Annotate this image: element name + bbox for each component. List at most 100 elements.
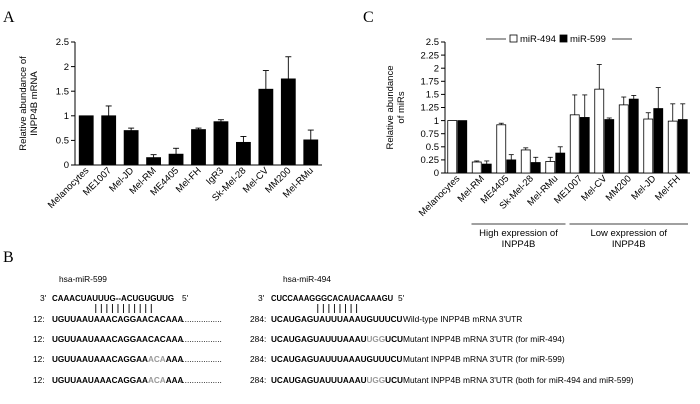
right-utr-sequence: UCAUGAGUAUUUAAAUUGGUCU xyxy=(271,376,403,385)
bar-mir-599 xyxy=(457,120,468,174)
bar-mir-494 xyxy=(594,88,605,174)
sequence-segment: UGUUAAUAAACAGGAA xyxy=(52,355,148,364)
y-axis-label-line: of miRs xyxy=(396,91,407,123)
left-utr-sequence: UGUUAAUAAACAGGAACACAAA xyxy=(52,335,184,344)
right-utr-sequence: UCAUGAGUAUUUAAAUGUUUCU xyxy=(271,355,403,364)
row-right-position: 284: xyxy=(250,375,266,385)
bar-mir-599 xyxy=(604,119,615,174)
mirna-5prime: 5' xyxy=(398,293,405,303)
row-description: Wild-type INPP4B mRNA 3'UTR xyxy=(403,314,522,324)
x-tick-label: Mel-FH xyxy=(653,173,683,203)
sequence-segment: UCU xyxy=(385,335,403,344)
row-description: Mutant INPP4B mRNA 3'UTR (for miR-494) xyxy=(403,334,565,344)
y-tick-label: 1 xyxy=(434,116,439,127)
panel-c-letter: C xyxy=(363,9,374,26)
left-utr-sequence: UGUUAAUAAACAGGAAACAAAA xyxy=(52,355,184,364)
x-tick-label: Mel-CV xyxy=(579,173,610,204)
bar xyxy=(303,139,319,166)
y-tick-label: 0.25 xyxy=(421,155,440,166)
bar xyxy=(78,115,94,166)
row-dots: .................. xyxy=(180,314,222,324)
mirna-3prime: 3' xyxy=(258,293,265,303)
bar-mir-494 xyxy=(496,124,507,174)
row-left-position: 12: xyxy=(33,314,45,324)
panel-a-letter: A xyxy=(3,9,15,26)
mirna-3prime: 3' xyxy=(40,293,47,303)
bar-mir-599 xyxy=(653,108,664,174)
bar xyxy=(146,157,161,166)
row-right-position: 284: xyxy=(250,314,266,324)
left-utr-sequence: UGUUAAUAAACAGGAAACAAAA xyxy=(52,376,184,385)
bar xyxy=(168,153,184,166)
legend-label: miR-494 xyxy=(520,34,556,45)
panel-b-sequences: hsa-miR-599 hsa-miR-494 3' CAAACUAUUUG--ACU… xyxy=(33,274,634,385)
panel-b-letter: B xyxy=(3,249,14,266)
bar xyxy=(123,130,139,166)
legend-label: miR-599 xyxy=(570,34,606,45)
bar-mir-494 xyxy=(520,149,531,174)
group-label-line: Low expression of xyxy=(590,228,667,239)
group-label: High expression of INPP4B xyxy=(479,228,558,250)
y-tick-label: 0.5 xyxy=(56,136,69,147)
y-tick-label: 2.5 xyxy=(426,37,439,48)
legend-swatch xyxy=(559,34,568,43)
left-utr-sequence: UGUUAAUAAACAGGAACACAAA xyxy=(52,315,184,324)
x-tick-label: MM200 xyxy=(604,173,634,203)
group-label-line: INPP4B xyxy=(502,239,536,250)
sequence-row: 12: UGUUAAUAAACAGGAAACAAAA...............… xyxy=(33,375,634,385)
row-dots: .................. xyxy=(180,375,222,385)
sequence-segment: UGUUAAUAAACAGGAACACAAA xyxy=(52,315,184,324)
mirna-sequence: CUCCAAAGGGCACAUACAAAGU xyxy=(271,294,393,303)
sequence-row: 12: UGUUAAUAAACAGGAACACAAA...............… xyxy=(33,334,565,344)
bar xyxy=(236,141,251,166)
sequence-segment: UGUUAAUAAACAGGAA xyxy=(52,376,148,385)
sequence-segment: UCAUGAGUAUUUAAAUGUUUCU xyxy=(271,315,403,324)
bar-mir-599 xyxy=(579,117,590,174)
sequence-segment: UGUUAAUAAACAGGAACACAAA xyxy=(52,335,184,344)
y-tick-label: 1.75 xyxy=(421,77,440,88)
sequence-segment: UCAUGAGUAUUUAAAU xyxy=(271,335,367,344)
sequence-segment: AAA xyxy=(166,376,184,385)
bar-mir-494 xyxy=(667,120,678,174)
group-label: Low expression of INPP4B xyxy=(590,228,667,250)
row-dots: .................. xyxy=(180,354,222,364)
row-left-position: 12: xyxy=(33,375,45,385)
bar-mir-494 xyxy=(447,120,458,174)
bar xyxy=(258,88,274,166)
row-left-position: 12: xyxy=(33,354,45,364)
mutated-bases: ACA xyxy=(148,355,166,364)
y-tick-label: 0.75 xyxy=(421,129,440,140)
bar xyxy=(280,78,296,166)
mirna-sequence: CAAACUAUUUG--ACUGUGUUG xyxy=(52,294,174,303)
bar-mir-599 xyxy=(506,159,517,174)
group-label-line: High expression of xyxy=(479,228,558,239)
sequence-row: 12: UGUUAAUAAACAGGAACACAAA...............… xyxy=(33,314,522,324)
bar xyxy=(101,115,117,166)
bar-mir-599 xyxy=(481,163,492,174)
sequence-segment: UCAUGAGUAUUUAAAUGUUUCU xyxy=(271,355,403,364)
x-tick-label: Mel-JD xyxy=(629,173,658,202)
y-tick-label: 1 xyxy=(64,111,69,122)
bar xyxy=(191,129,206,166)
sequence-segment: UCAUGAGUAUUUAAAU xyxy=(271,376,367,385)
mutated-bases: ACA xyxy=(148,376,166,385)
bar-mir-494 xyxy=(618,104,629,174)
bar-mir-599 xyxy=(555,152,566,174)
x-tick-label: Mel-FH xyxy=(174,165,204,195)
row-right-position: 284: xyxy=(250,354,266,364)
bar-mir-494 xyxy=(545,161,556,174)
bar-mir-494 xyxy=(471,161,482,174)
bar-mir-494 xyxy=(643,118,654,174)
bar-mir-599 xyxy=(628,98,639,174)
y-tick-label: 0 xyxy=(64,160,69,171)
y-axis-label-line: Relative abundance xyxy=(385,66,396,150)
sequence-segment: UCU xyxy=(385,376,403,385)
legend: miR-494 miR-599 xyxy=(486,34,632,45)
y-tick-label: 0 xyxy=(434,168,439,179)
y-tick-label: 1.5 xyxy=(426,90,439,101)
sequence-segment: AAA xyxy=(166,355,184,364)
bar-mir-599 xyxy=(677,119,688,174)
row-right-position: 284: xyxy=(250,334,266,344)
y-axis-label-line: Relative abundance of xyxy=(18,56,29,151)
